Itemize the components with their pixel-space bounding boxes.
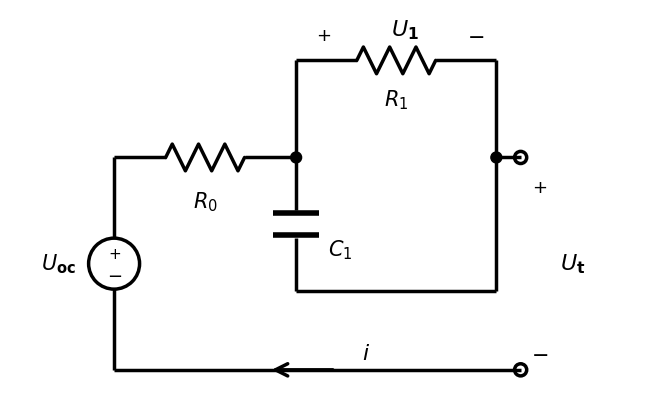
Text: $\mathit{C}_\mathit{1}$: $\mathit{C}_\mathit{1}$ <box>328 238 352 261</box>
Text: $+$: $+$ <box>107 247 121 262</box>
Text: $-$: $-$ <box>467 26 484 46</box>
Text: $\mathbf{\mathit{U}_1}$: $\mathbf{\mathit{U}_1}$ <box>391 18 419 42</box>
Text: $\mathit{R}_\mathit{0}$: $\mathit{R}_\mathit{0}$ <box>192 190 217 213</box>
Text: $-$: $-$ <box>107 266 122 284</box>
Text: $-$: $-$ <box>531 343 549 363</box>
Text: $\mathit{i}$: $\mathit{i}$ <box>362 343 370 363</box>
Text: $\mathbf{\mathit{U}_{oc}}$: $\mathbf{\mathit{U}_{oc}}$ <box>42 252 76 276</box>
Text: $\mathit{R}_\mathit{1}$: $\mathit{R}_\mathit{1}$ <box>384 88 409 112</box>
Circle shape <box>291 153 302 164</box>
Text: $+$: $+$ <box>532 178 548 196</box>
Text: $\mathbf{\mathit{U}_t}$: $\mathbf{\mathit{U}_t}$ <box>560 252 585 276</box>
Circle shape <box>491 153 501 164</box>
Text: $+$: $+$ <box>316 27 331 45</box>
